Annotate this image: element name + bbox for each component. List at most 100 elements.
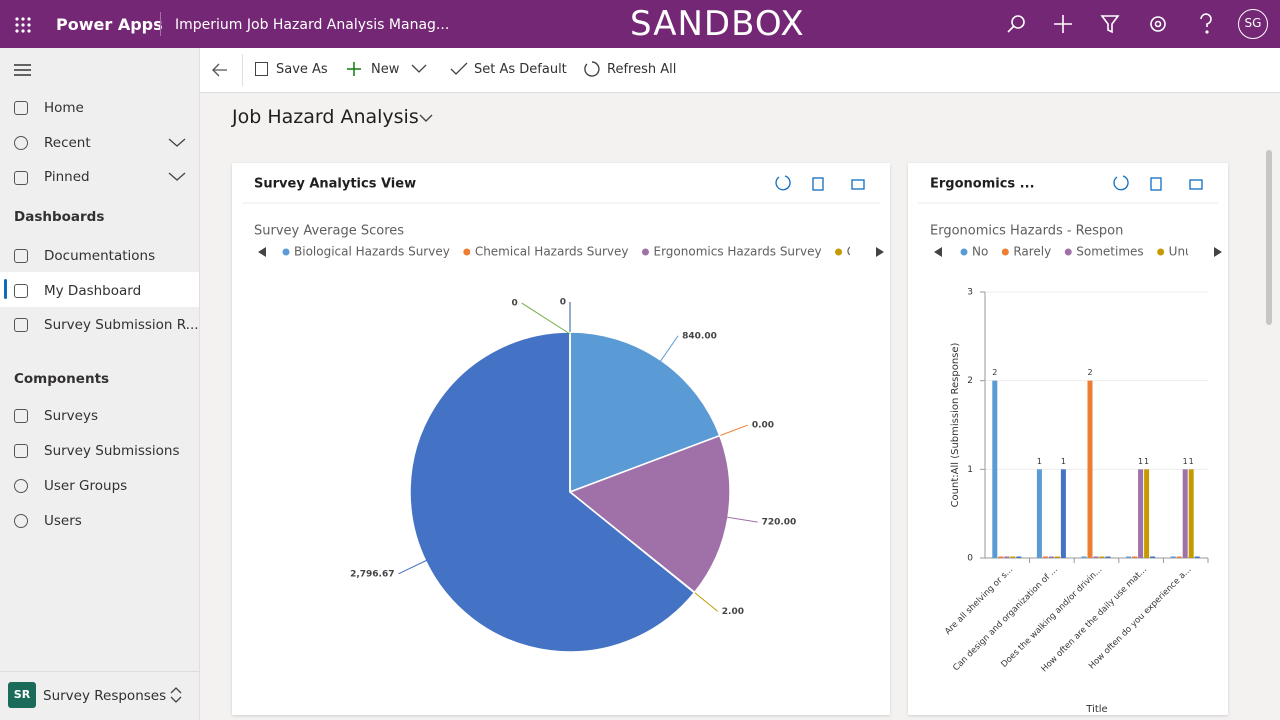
bar [1188,469,1194,558]
bar [1081,556,1087,558]
scrollbar[interactable] [1266,150,1272,325]
legend-next[interactable] [1214,247,1222,257]
nav-item[interactable]: Survey Submission R... [44,317,199,333]
legend-next[interactable] [876,247,884,257]
leader-line [692,590,719,612]
bar [1176,556,1182,558]
data-label: 1 [1144,457,1149,466]
legend-label[interactable]: Biological Hazards Survey [294,245,450,259]
nav-item[interactable]: Pinned [44,169,90,185]
page-title[interactable]: Job Hazard Analysis [232,106,419,128]
save-as-button[interactable]: Save As [276,62,328,77]
legend-marker [641,248,649,256]
panel: Survey Analytics View Survey Average Scor… [232,163,890,715]
panel-chart: Survey Analytics View Survey Average Scor… [242,175,890,653]
legend-label[interactable]: Green Line [847,245,890,259]
refresh-all-button[interactable]: Refresh All [607,62,677,77]
app-launcher[interactable] [14,16,32,34]
report-icon [14,318,28,332]
legend-prev[interactable] [934,247,942,257]
y-axis-title: Count:All (Submission Response) [950,342,961,507]
data-label: 840.00 [682,331,717,341]
menu-toggle[interactable] [14,63,32,77]
new-dropdown[interactable] [411,64,427,74]
dashboard-icon [14,249,28,263]
top-bar: Power Apps Imperium Job Hazard Analysis … [0,0,1280,48]
data-label: 1 [1183,457,1188,466]
chevron[interactable] [168,172,186,182]
nav-section-title: Dashboards [14,209,105,225]
bar [1042,556,1048,558]
data-label: 0 [511,299,517,309]
area-switcher[interactable] [170,686,182,704]
app-title[interactable]: Imperium Job Hazard Analysis Manag... [175,17,450,33]
legend-prev[interactable] [258,247,266,257]
refresh-icon[interactable] [775,175,791,191]
nav-item[interactable]: Recent [44,135,91,151]
export-icon[interactable] [812,177,824,191]
legend-label[interactable]: Sometimes [1076,245,1143,259]
leader-line [659,335,679,363]
bar [1099,556,1105,558]
bar [1182,469,1188,558]
area-badge[interactable]: SR [8,682,36,708]
nav-item[interactable]: Survey Submissions [44,443,180,459]
refresh-icon[interactable] [1113,175,1129,191]
nav-item[interactable]: My Dashboard [44,283,142,299]
y-tick-label: 1 [967,465,973,475]
nav-item[interactable]: Home [44,100,84,116]
title-dropdown[interactable] [419,114,433,124]
avatar[interactable]: SG [1238,9,1268,39]
legend-label[interactable]: Chemical Hazards Survey [475,245,629,259]
nav-item[interactable]: Documentations [44,248,156,264]
bar [1036,469,1042,558]
recent-icon [14,136,28,150]
bar [1054,556,1060,558]
nav-item[interactable]: Surveys [44,408,98,424]
bar [1150,556,1156,558]
nav-item[interactable]: Users [44,513,82,529]
side-nav: Home Recent Pinned Dashboards Documentat… [0,48,200,720]
x-tick-label: How often do you experience a... [1087,565,1194,672]
entity-icon [14,444,28,458]
legend: No Rarely Sometimes Unu [960,245,1193,259]
export-icon[interactable] [1150,177,1162,191]
environment-label: SANDBOX [630,4,805,44]
selected-item [0,272,199,307]
expand-icon[interactable] [1189,179,1203,190]
data-label: 1 [1189,457,1194,466]
bar [998,556,1004,558]
help-icon[interactable] [1200,13,1212,27]
bar [1048,556,1054,558]
entity-icon [14,409,28,423]
legend-marker [835,248,843,256]
entity-icon [14,479,28,493]
new-icon [347,62,361,76]
data-label: 2.00 [722,607,744,617]
search-icon[interactable] [1011,15,1025,29]
bar [992,380,998,558]
filter-icon[interactable] [1100,15,1120,34]
legend-label[interactable]: Unu [1169,245,1193,259]
expand-icon[interactable] [851,179,865,190]
back-button[interactable] [212,63,228,77]
set-default-button[interactable]: Set As Default [474,62,567,77]
chevron[interactable] [168,138,186,148]
legend: Biological Hazards Survey Chemical Hazard… [282,245,890,259]
legend-label[interactable]: Ergonomics Hazards Survey [653,245,821,259]
app-name[interactable]: Power Apps [56,15,163,34]
new-button[interactable]: New [371,62,400,77]
legend-marker [1001,248,1009,256]
refresh-icon [584,61,600,77]
area-label[interactable]: Survey Responses [43,688,167,704]
leader-line [725,516,758,523]
data-label: 2 [992,368,997,377]
leader-line [717,424,749,437]
settings-icon[interactable] [1150,16,1166,32]
check-icon [450,62,468,75]
nav-item[interactable]: User Groups [44,478,128,494]
legend-label[interactable]: No [972,245,988,259]
panel-title: Survey Analytics View [254,177,416,192]
legend-label[interactable]: Rarely [1013,245,1051,259]
